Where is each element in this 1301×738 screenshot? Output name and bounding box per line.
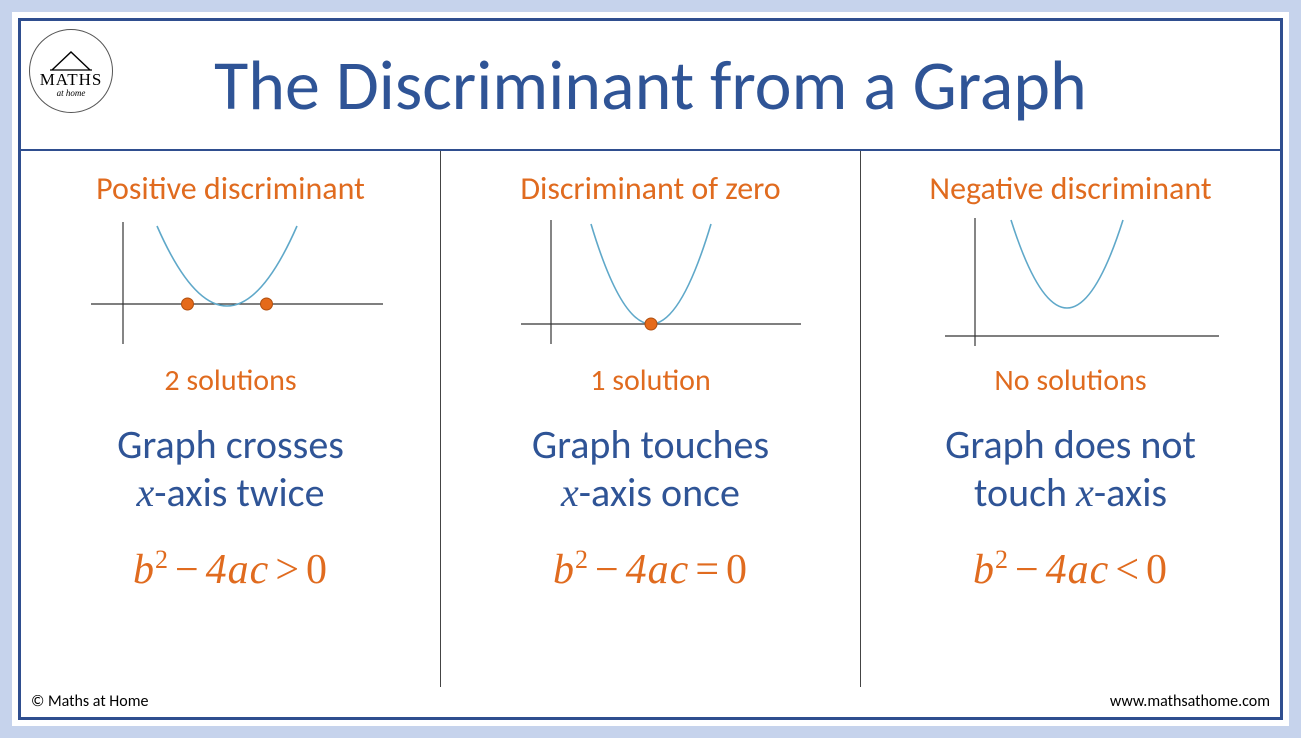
inner-frame: MATHS at home The Discriminant from a Gr… [18, 18, 1283, 720]
column-subhead: Negative discriminant [929, 169, 1211, 208]
mid-frame: MATHS at home The Discriminant from a Gr… [12, 12, 1289, 726]
parabola-curve [591, 224, 711, 324]
title-row: The Discriminant from a Graph [21, 21, 1280, 151]
column-2: Discriminant of zero 1 solution Graph tou… [440, 151, 860, 717]
house-icon [48, 48, 94, 72]
page-title: The Discriminant from a Graph [214, 42, 1087, 128]
discriminant-formula: b2−4ac=0 [553, 545, 748, 594]
logo-badge: MATHS at home [29, 29, 113, 113]
logo-text-1: MATHS [40, 70, 103, 90]
graph-description: Graph does nottouch x-axis [945, 421, 1196, 517]
graph-description: Graph crossesx-axis twice [117, 421, 344, 517]
graph-description: Graph touchesx-axis once [532, 421, 769, 517]
column-subhead: Positive discriminant [96, 169, 365, 208]
outer-frame: MATHS at home The Discriminant from a Gr… [0, 0, 1301, 738]
graph [71, 216, 391, 356]
discriminant-formula: b2−4ac<0 [973, 545, 1168, 594]
solution-count: No solutions [994, 362, 1146, 399]
footer-copyright: © Maths at Home [31, 692, 148, 711]
solution-count: 2 solutions [164, 362, 296, 399]
parabola-curve [1011, 220, 1123, 308]
parabola-curve [157, 226, 297, 306]
graph [491, 216, 811, 356]
column-3: Negative discriminant No solutions Graph … [860, 151, 1280, 717]
column-1: Positive discriminant 2 solutions Graph c… [21, 151, 440, 717]
logo-text-2: at home [57, 88, 86, 98]
graph [911, 216, 1231, 356]
solution-count: 1 solution [590, 362, 710, 399]
columns-container: Positive discriminant 2 solutions Graph c… [21, 151, 1280, 717]
column-subhead: Discriminant of zero [520, 169, 780, 208]
footer-url: www.mathsathome.com [1110, 692, 1270, 711]
discriminant-formula: b2−4ac>0 [133, 545, 328, 594]
